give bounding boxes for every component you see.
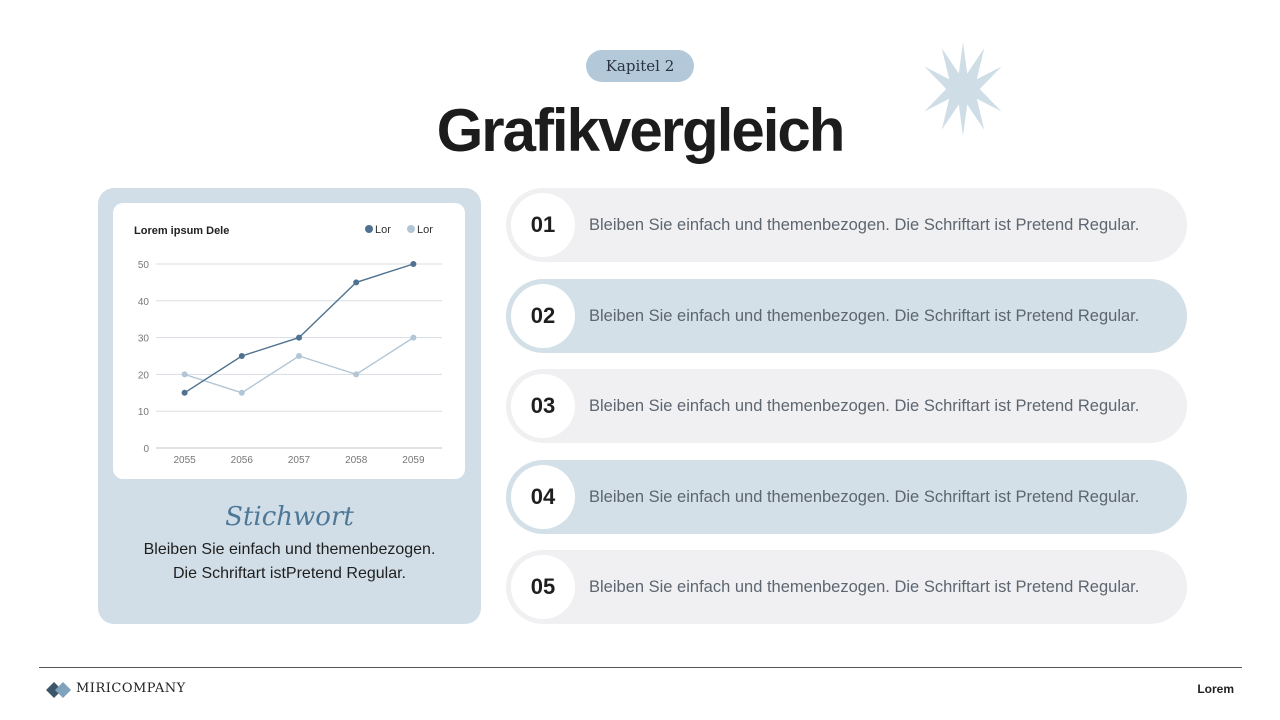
legend-marker-0	[365, 225, 373, 233]
item-text: Bleiben Sie einfach und themenbezogen. D…	[589, 488, 1140, 506]
data-point-s1-1	[238, 389, 245, 396]
x-tick-label: 2057	[288, 455, 311, 466]
footer-company: MIRICOMPANY	[76, 681, 186, 696]
series-line-1	[184, 337, 414, 394]
list-item-04: 04 Bleiben Sie einfach und themenbezogen…	[506, 460, 1187, 534]
star-icon	[924, 42, 1002, 136]
item-text: Bleiben Sie einfach und themenbezogen. D…	[589, 397, 1140, 415]
diamond-logo-icon	[46, 682, 71, 698]
chart-title: Lorem ipsum Dele	[134, 225, 229, 237]
data-point-s0-3	[353, 279, 360, 286]
item-text: Bleiben Sie einfach und themenbezogen. D…	[589, 307, 1140, 325]
x-tick-label: 2058	[345, 455, 368, 466]
x-tick-label: 2056	[231, 455, 254, 466]
description-line-1: Bleiben Sie einfach und themenbezogen.	[143, 541, 436, 558]
data-point-s1-4	[410, 334, 417, 341]
list-item-03: 03 Bleiben Sie einfach und themenbezogen…	[506, 369, 1187, 443]
x-tick-label: 2055	[173, 455, 196, 466]
legend-label-0: Lor	[375, 224, 391, 236]
description-line-2: Die Schriftart istPretend Regular.	[173, 565, 406, 582]
y-tick-label: 50	[138, 260, 150, 271]
data-point-s0-1	[238, 353, 245, 359]
y-tick-label: 0	[143, 444, 149, 455]
chart-panel: Lorem ipsum Dele Lor Lor 0 10 20 30 40 50 2055 205…	[98, 188, 481, 624]
list-item-05: 05 Bleiben Sie einfach und themenbezogen…	[506, 550, 1187, 624]
y-tick-label: 40	[138, 297, 150, 308]
y-tick-label: 10	[138, 407, 150, 418]
item-number: 05	[511, 555, 575, 619]
legend-marker-1	[407, 225, 415, 233]
chart-card: Lorem ipsum Dele Lor Lor 0 10 20 30 40 50 2055 205…	[113, 203, 465, 479]
y-tick-label: 30	[138, 334, 150, 345]
list-item-01: 01 Bleiben Sie einfach und themenbezogen…	[506, 188, 1187, 262]
data-point-s1-2	[296, 353, 302, 359]
data-point-s0-0	[181, 389, 188, 396]
series-line-0	[184, 263, 414, 394]
legend-label-1: Lor	[417, 224, 433, 236]
item-number: 02	[511, 284, 575, 348]
list-item-02: 02 Bleiben Sie einfach und themenbezogen…	[506, 279, 1187, 353]
footer-divider	[39, 667, 1242, 668]
item-number: 01	[511, 193, 575, 257]
data-point-s1-0	[181, 371, 188, 378]
chapter-badge: Kapitel 2	[586, 50, 694, 82]
page-title: Grafikvergleich	[436, 97, 846, 164]
footer-label: Lorem	[1197, 682, 1234, 696]
keyword-heading: Stichwort	[225, 502, 354, 532]
item-text: Bleiben Sie einfach und themenbezogen. D…	[589, 216, 1140, 234]
item-text: Bleiben Sie einfach und themenbezogen. D…	[589, 578, 1140, 596]
item-number: 03	[511, 374, 575, 438]
data-point-s0-4	[410, 261, 417, 267]
data-point-s1-3	[353, 371, 360, 378]
item-number: 04	[511, 465, 575, 529]
data-point-s0-2	[296, 334, 302, 341]
y-tick-label: 20	[138, 370, 150, 381]
x-tick-label: 2059	[402, 455, 425, 466]
keyword-description: Bleiben Sie einfach und themenbezogen. D…	[98, 538, 481, 586]
line-chart: Lorem ipsum Dele Lor Lor 0 10 20 30 40 50 2055 205…	[134, 224, 442, 466]
